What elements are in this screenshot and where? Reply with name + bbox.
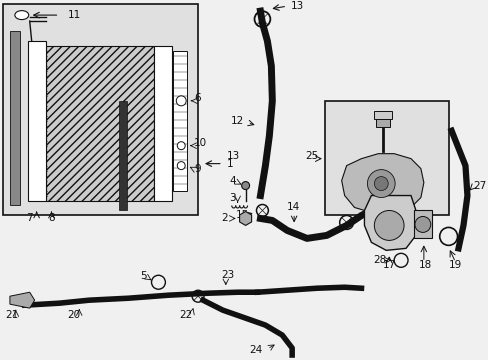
Bar xyxy=(374,111,391,119)
Polygon shape xyxy=(341,154,423,212)
Text: 2: 2 xyxy=(221,213,227,224)
Text: 9: 9 xyxy=(194,163,200,174)
Text: 23: 23 xyxy=(221,270,234,280)
Circle shape xyxy=(366,170,394,198)
Bar xyxy=(45,46,154,201)
FancyBboxPatch shape xyxy=(324,101,447,216)
Text: 28: 28 xyxy=(372,255,386,265)
Bar xyxy=(28,41,45,201)
Circle shape xyxy=(177,142,185,150)
Text: 25: 25 xyxy=(305,150,318,161)
Text: 20: 20 xyxy=(67,310,81,320)
Text: 18: 18 xyxy=(418,260,431,270)
Text: 16: 16 xyxy=(339,206,352,216)
Bar xyxy=(119,101,126,211)
Text: 10: 10 xyxy=(194,138,207,148)
Text: 5: 5 xyxy=(140,271,146,281)
Text: 22: 22 xyxy=(179,310,192,320)
Text: 27: 27 xyxy=(472,181,486,190)
Circle shape xyxy=(374,211,403,240)
Polygon shape xyxy=(239,211,251,225)
Text: 6: 6 xyxy=(194,93,200,103)
Polygon shape xyxy=(364,195,415,250)
Circle shape xyxy=(241,181,249,190)
Text: 11: 11 xyxy=(67,10,81,20)
Text: 17: 17 xyxy=(382,260,395,270)
Text: 13: 13 xyxy=(226,150,240,161)
Ellipse shape xyxy=(15,10,29,19)
FancyBboxPatch shape xyxy=(3,4,198,216)
Text: 12: 12 xyxy=(230,116,244,126)
Circle shape xyxy=(176,96,186,106)
Circle shape xyxy=(177,162,185,170)
Text: 3: 3 xyxy=(228,193,235,203)
Text: 19: 19 xyxy=(448,260,461,270)
Circle shape xyxy=(414,216,430,233)
Bar xyxy=(376,119,389,127)
Text: 8: 8 xyxy=(48,213,55,224)
Text: 24: 24 xyxy=(248,345,262,355)
Text: 7: 7 xyxy=(26,213,33,224)
Text: 4: 4 xyxy=(228,176,235,185)
Text: 13: 13 xyxy=(290,1,304,11)
Bar xyxy=(154,46,172,201)
Bar xyxy=(173,51,187,190)
Text: 15: 15 xyxy=(235,211,248,220)
Bar xyxy=(413,211,431,238)
Text: 26: 26 xyxy=(413,114,427,124)
Text: 14: 14 xyxy=(286,202,300,212)
Text: 1: 1 xyxy=(226,159,233,168)
Circle shape xyxy=(374,177,387,190)
Text: 21: 21 xyxy=(5,310,18,320)
Polygon shape xyxy=(10,292,35,308)
Bar xyxy=(10,31,20,206)
